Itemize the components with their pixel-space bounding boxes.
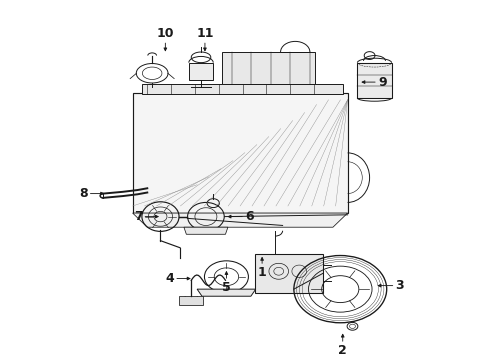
Text: 8: 8 xyxy=(79,187,88,200)
Text: 10: 10 xyxy=(157,27,174,40)
Text: 9: 9 xyxy=(378,76,387,89)
Text: 2: 2 xyxy=(339,344,347,357)
Text: 3: 3 xyxy=(395,279,404,292)
Text: 4: 4 xyxy=(166,272,174,285)
Polygon shape xyxy=(357,63,392,98)
Text: 1: 1 xyxy=(258,266,267,279)
Polygon shape xyxy=(143,84,343,94)
Polygon shape xyxy=(255,254,323,293)
Polygon shape xyxy=(197,289,256,296)
Text: 7: 7 xyxy=(134,210,143,223)
Text: 11: 11 xyxy=(196,27,214,40)
Polygon shape xyxy=(179,296,203,305)
Polygon shape xyxy=(189,63,213,80)
Polygon shape xyxy=(133,213,347,227)
Polygon shape xyxy=(222,52,315,84)
Text: 6: 6 xyxy=(245,210,254,223)
Polygon shape xyxy=(133,93,347,213)
Text: 5: 5 xyxy=(222,281,231,294)
Polygon shape xyxy=(184,227,228,234)
